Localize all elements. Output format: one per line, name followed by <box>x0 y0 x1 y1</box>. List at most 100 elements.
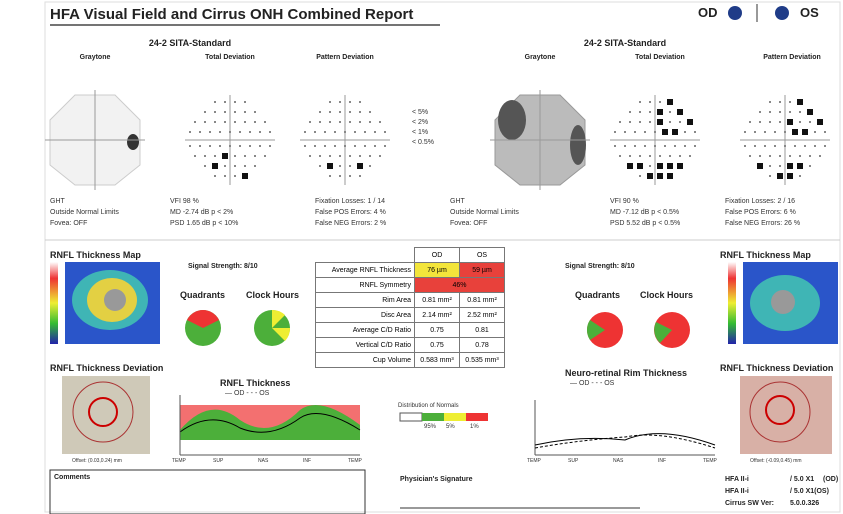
plot-point <box>379 121 381 123</box>
label: RNFL Thickness <box>220 378 290 388</box>
plot-point <box>244 101 246 103</box>
label: HFA II-i <box>725 476 749 483</box>
os-label: OS <box>800 5 819 20</box>
plot-point <box>799 175 801 177</box>
cell: 0.75 <box>415 338 460 353</box>
plot-point <box>809 121 811 123</box>
header-cell: OD <box>415 248 460 263</box>
cell: 0.81 mm² <box>460 293 505 308</box>
plot-point <box>654 131 656 133</box>
plot-point <box>657 119 663 125</box>
label: Quadrants <box>575 290 620 300</box>
plot-point <box>212 163 218 169</box>
plot-point <box>254 121 256 123</box>
plot-point <box>219 131 221 133</box>
plot-label: Total Deviation <box>205 54 255 61</box>
plot-point <box>814 145 816 147</box>
stat: VFI 90 % <box>610 198 639 205</box>
legend: — OD - - - OS <box>570 380 614 387</box>
plot-point <box>787 173 793 179</box>
plot-point <box>744 131 746 133</box>
plot-point <box>189 131 191 133</box>
stat: Fixation Losses: 1 / 14 <box>315 198 385 205</box>
plot-point <box>644 145 646 147</box>
plot-point <box>194 121 196 123</box>
plot-label: Total Deviation <box>635 54 685 61</box>
plot-point <box>264 155 266 157</box>
label: Offset: (-0.09,0.45) mm <box>750 458 802 464</box>
plot-point <box>624 145 626 147</box>
plot-point <box>344 145 346 147</box>
plot-point <box>224 111 226 113</box>
plot-point <box>669 121 671 123</box>
plot-point <box>329 175 331 177</box>
plot-point <box>779 101 781 103</box>
plot-point <box>364 145 366 147</box>
plot-point <box>327 163 333 169</box>
legend-item: < 5% <box>412 108 434 118</box>
plot-point <box>757 163 763 169</box>
legend: < 5% < 2% < 1% < 0.5% <box>412 108 434 148</box>
plot-point <box>214 155 216 157</box>
stat: PSD 5.52 dB p < 0.5% <box>610 220 680 227</box>
plot-point <box>639 111 641 113</box>
plot-point <box>754 145 756 147</box>
plot-point <box>324 131 326 133</box>
plot-point <box>797 163 803 169</box>
plot-point <box>769 175 771 177</box>
plot-point <box>254 155 256 157</box>
plot-point <box>349 111 351 113</box>
plot-point <box>779 155 781 157</box>
stat: PSD 1.65 dB p < 10% <box>170 220 238 227</box>
plot-point <box>249 131 251 133</box>
axis-label: INF <box>303 458 311 464</box>
plot-point <box>637 163 643 169</box>
axis-label: INF <box>658 458 666 464</box>
plot-point <box>349 101 351 103</box>
plot-point <box>319 121 321 123</box>
plot-point <box>249 145 251 147</box>
plot-point <box>687 119 693 125</box>
label: Offset: (0.03,0.24) mm <box>72 458 122 464</box>
plot-point <box>669 111 671 113</box>
plot-point <box>304 145 306 147</box>
label: Distribution of Normals <box>398 403 459 409</box>
plot-point <box>674 145 676 147</box>
label: 5.0.0.326 <box>790 500 819 507</box>
plot-point <box>234 121 236 123</box>
plot-point <box>787 163 793 169</box>
plot-point <box>339 155 341 157</box>
row-label: Rim Area <box>316 293 415 308</box>
row-label: Average RNFL Thickness <box>316 263 415 278</box>
plot-point <box>309 121 311 123</box>
plot-point <box>662 129 668 135</box>
plot-point <box>359 121 361 123</box>
plot-point <box>344 131 346 133</box>
plot-point <box>204 111 206 113</box>
plot-point <box>649 101 651 103</box>
plot-point <box>819 155 821 157</box>
cell: 0.81 mm² <box>415 293 460 308</box>
plot-point <box>224 175 226 177</box>
plot-point <box>359 175 361 177</box>
plot-point <box>234 111 236 113</box>
plot-point <box>749 121 751 123</box>
plot-point <box>634 131 636 133</box>
plot-point <box>619 155 621 157</box>
plot-point <box>627 163 633 169</box>
plot-point <box>639 101 641 103</box>
plot-point <box>319 155 321 157</box>
plot-point <box>339 165 341 167</box>
plot-point <box>304 131 306 133</box>
stat: MD -2.74 dB p < 2% <box>170 209 233 216</box>
plot-point <box>259 131 261 133</box>
stat: False POS Errors: 6 % <box>725 209 796 216</box>
legend-item: < 0.5% <box>412 138 434 148</box>
plot-point <box>817 119 823 125</box>
plot-point <box>384 145 386 147</box>
plot-point <box>309 155 311 157</box>
plot-point <box>364 131 366 133</box>
label: / 5.0 X1 <box>790 476 814 483</box>
plot-point <box>799 121 801 123</box>
cell: 0.78 <box>460 338 505 353</box>
